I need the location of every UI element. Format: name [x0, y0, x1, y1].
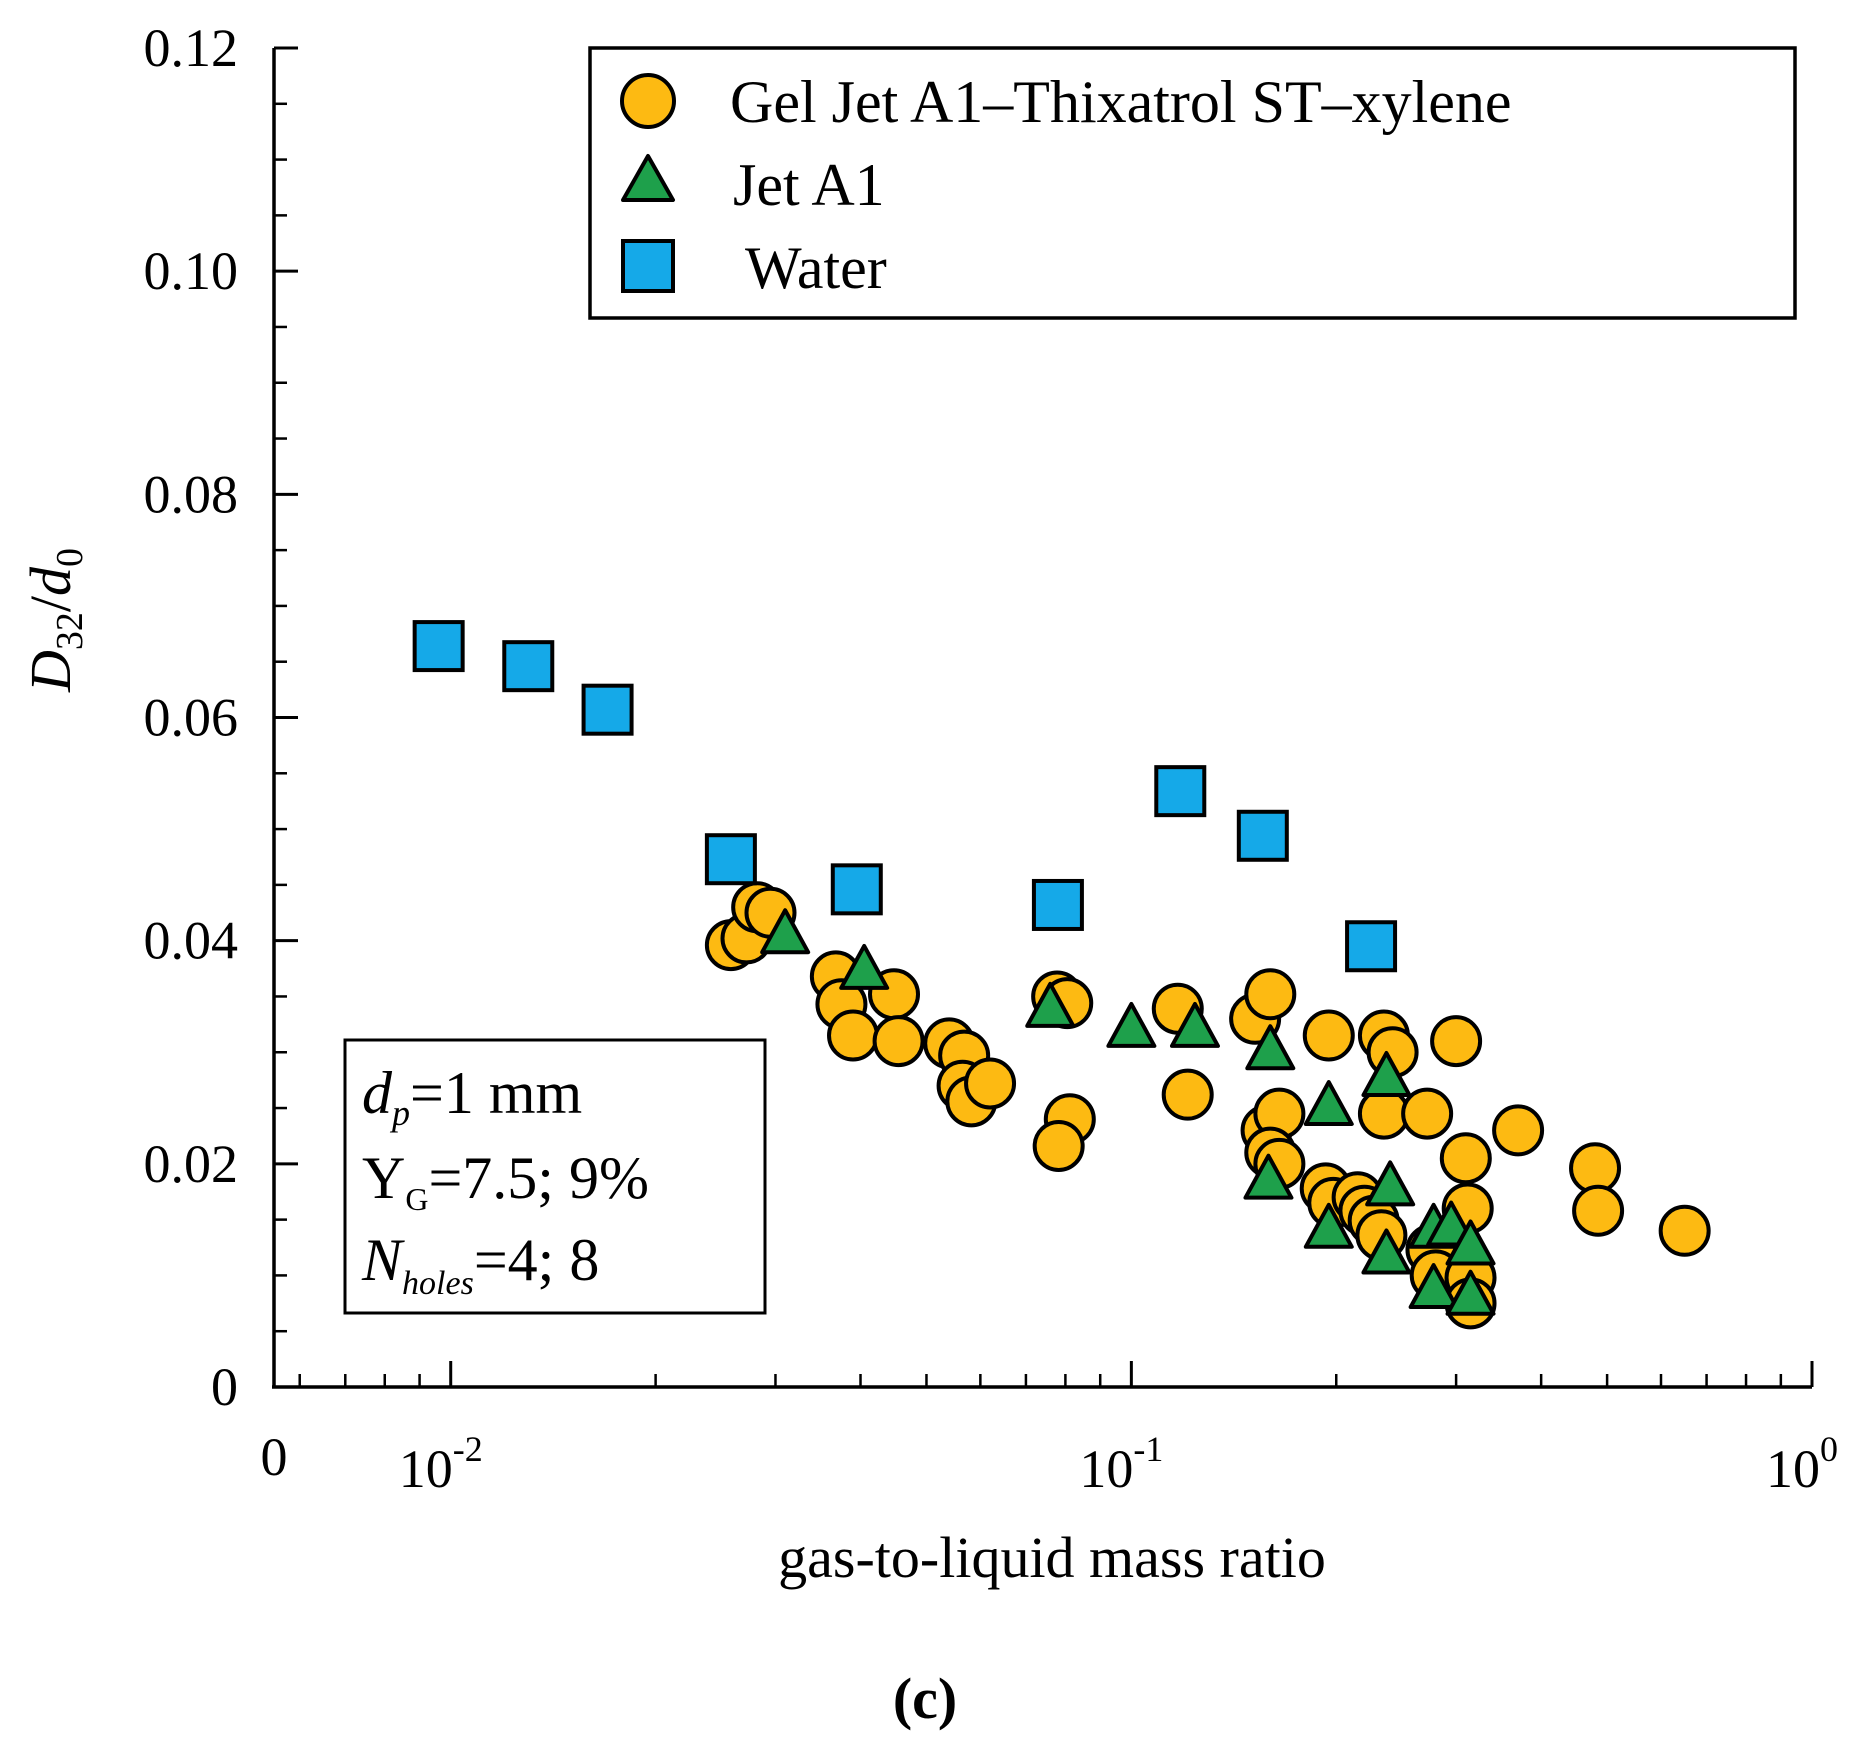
- jet-a1-data-point: [1303, 1080, 1354, 1127]
- jet-a1-data-point: [1365, 1160, 1416, 1207]
- water-data-point: [1345, 920, 1398, 973]
- series-triangle: [760, 908, 1496, 1316]
- jet-a1-data-point: [1445, 1269, 1496, 1316]
- annotation-line-yg: YG=7.5; 9%: [362, 1145, 649, 1217]
- jet-a1-data-point: [1445, 1219, 1496, 1266]
- water-data-point: [1236, 809, 1289, 862]
- gel-data-point: [1161, 1068, 1214, 1121]
- x-tick-label: 10-1: [1079, 1429, 1163, 1499]
- y-tick-label: 0.08: [144, 464, 239, 524]
- series-circle: [704, 881, 1711, 1330]
- gel-data-point: [827, 1009, 880, 1062]
- water-data-point: [1154, 765, 1207, 818]
- annotation-box: [343, 1038, 767, 1315]
- legend-marker-water: [621, 239, 675, 293]
- water-data-point: [412, 620, 465, 673]
- jet-a1-data-point: [1361, 1228, 1412, 1275]
- water-data-point: [502, 640, 555, 693]
- legend-marker-jet: [621, 154, 675, 202]
- jet-a1-data-point: [839, 943, 890, 990]
- gel-data-point: [1302, 1009, 1355, 1062]
- y-tick-label: 0.12: [144, 18, 239, 78]
- annotation-line-nholes: Nholes=4; 8: [361, 1227, 599, 1302]
- gel-data-point: [1244, 968, 1297, 1021]
- data-points: [412, 620, 1711, 1330]
- jet-a1-data-point: [1303, 1202, 1354, 1249]
- x-tick-label: 0: [261, 1427, 288, 1487]
- y-tick-label: 0: [211, 1357, 238, 1417]
- y-tick-label: 0.02: [144, 1134, 239, 1194]
- jet-a1-data-point: [760, 908, 811, 955]
- jet-a1-data-point: [1245, 1024, 1296, 1071]
- gel-data-point: [1439, 1132, 1492, 1185]
- legend-marker-gel: [620, 73, 676, 129]
- legend: Gel Jet A1–Thixatrol ST–xylene Jet A1 Wa…: [588, 46, 1797, 320]
- gel-data-point: [1658, 1204, 1711, 1257]
- x-tick-label: 100: [1766, 1429, 1838, 1499]
- ticks: 0.12 0.10 0.08 0.06 0.04 0.02 00 10-2 10-1 100: [144, 18, 1839, 1499]
- gel-data-point: [1401, 1087, 1454, 1140]
- water-data-point: [830, 863, 883, 916]
- legend-label-water: Water: [745, 235, 887, 301]
- jet-a1-data-point: [1243, 1153, 1294, 1200]
- gel-data-point: [1572, 1184, 1625, 1237]
- y-axis-title: D32/d0: [18, 548, 91, 693]
- figure-caption: (c): [893, 1666, 957, 1731]
- water-data-point: [704, 833, 757, 886]
- gel-data-point: [1492, 1104, 1545, 1157]
- x-tick-label: 10-2: [399, 1429, 483, 1499]
- water-data-point: [1031, 878, 1084, 931]
- jet-a1-data-point: [1361, 1051, 1412, 1098]
- y-tick-label: 0.10: [144, 241, 239, 301]
- jet-a1-data-point: [1106, 1001, 1157, 1048]
- parameter-annotation: dp=1 mm YG=7.5; 9% Nholes=4; 8: [343, 1038, 767, 1315]
- legend-label-jet: Jet A1: [733, 152, 885, 218]
- annotation-line-dp: dp=1 mm: [362, 1060, 582, 1133]
- x-axis-title: gas-to-liquid mass ratio: [778, 1525, 1326, 1590]
- legend-label-gel: Gel Jet A1–Thixatrol ST–xylene: [730, 69, 1512, 135]
- gel-data-point: [1032, 1119, 1085, 1172]
- gel-data-point: [872, 1015, 925, 1068]
- jet-a1-data-point: [1408, 1263, 1459, 1310]
- y-tick-label: 0.04: [144, 911, 239, 971]
- legend-box: [588, 46, 1797, 320]
- gel-data-point: [1430, 1015, 1483, 1068]
- y-tick-label: 0.06: [144, 688, 239, 748]
- water-data-point: [581, 683, 634, 736]
- jet-a1-data-point: [1025, 981, 1076, 1028]
- gel-data-point: [964, 1057, 1017, 1110]
- jet-a1-data-point: [1169, 1001, 1220, 1048]
- series-square: [412, 620, 1398, 973]
